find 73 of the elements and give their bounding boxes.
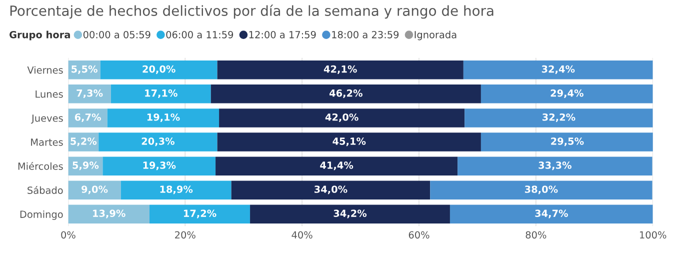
bar: [464, 108, 653, 128]
data-label: 41,4%: [320, 162, 354, 170]
data-label: 19,1%: [147, 113, 180, 122]
bar: [219, 108, 465, 128]
bar: [210, 84, 481, 104]
data-label: 34,2%: [334, 210, 367, 218]
data-label: 34,7%: [535, 210, 568, 218]
bar: [463, 60, 653, 80]
legend-label: Ignorada: [414, 30, 456, 40]
bar: [68, 108, 108, 128]
data-label: 34,0%: [314, 186, 348, 194]
data-label: 5,5%: [72, 65, 98, 74]
bar: [120, 180, 232, 200]
data-label: 18,9%: [160, 186, 193, 194]
data-label: 29,4%: [550, 89, 584, 98]
bar: [68, 204, 150, 224]
data-label: 5,2%: [70, 137, 97, 146]
data-label: 5,9%: [72, 162, 99, 170]
bar: [250, 204, 450, 224]
data-label: 13,9%: [93, 210, 126, 218]
bar: [458, 156, 652, 176]
x-tick-label: 60%: [408, 231, 430, 239]
data-label: 17,1%: [145, 89, 178, 98]
x-tick-label: 20%: [175, 231, 196, 239]
legend-label: 06:00 a 11:59: [166, 30, 234, 38]
data-label: 45,1%: [332, 137, 366, 146]
bar: [480, 84, 653, 104]
legend-title: Grupo hora: [10, 30, 70, 40]
y-tick-label: Jueves: [31, 114, 63, 124]
bar: [107, 108, 220, 128]
legend-label: 18:00 a 23:59: [332, 30, 399, 38]
y-tick-label: Viernes: [27, 66, 63, 74]
x-tick-label: 100%: [640, 231, 666, 239]
legend-label: 12:00 a 17:59: [249, 30, 316, 38]
data-label: 6,7%: [74, 113, 101, 122]
y-tick-label: Miércoles: [18, 162, 63, 170]
data-label: 33,3%: [538, 162, 572, 170]
data-label: 46,2%: [329, 89, 362, 98]
bar: [149, 204, 250, 224]
bar: [102, 156, 216, 176]
data-label: 19,3%: [143, 162, 176, 170]
data-label: 9,0%: [82, 186, 108, 194]
bar: [110, 84, 211, 104]
bar: [217, 132, 481, 152]
y-tick-label: Sábado: [28, 186, 63, 194]
bar: [430, 180, 652, 200]
data-label: 20,3%: [142, 137, 175, 146]
x-tick-label: 0%: [61, 231, 76, 239]
data-label: 20,0%: [142, 65, 176, 74]
bar: [480, 132, 653, 152]
data-label: 32,4%: [542, 65, 575, 74]
y-tick-label: Lunes: [36, 90, 63, 98]
data-label: 17,2%: [184, 210, 216, 218]
legend-label: 00:00 a 05:59: [83, 30, 150, 38]
data-label: 29,5%: [551, 137, 584, 146]
bar: [68, 180, 121, 200]
x-tick-label: 40%: [292, 231, 312, 239]
bar: [98, 132, 218, 152]
chart-title: Porcentaje de hechos delictivos por día de la semana y rango de hora: [10, 4, 494, 19]
y-tick-label: Domingo: [20, 210, 63, 220]
data-label: 42,1%: [324, 65, 357, 74]
bar: [100, 60, 218, 80]
bar: [217, 60, 464, 80]
bar: [68, 84, 111, 104]
y-tick-label: Martes: [31, 138, 63, 146]
data-label: 7,3%: [76, 89, 103, 98]
data-label: 42,0%: [325, 113, 358, 122]
bar: [450, 204, 653, 224]
data-label: 38,0%: [524, 186, 558, 194]
bar: [231, 180, 430, 200]
bar: [216, 156, 458, 176]
data-label: 32,2%: [542, 113, 576, 122]
x-tick-label: 80%: [526, 231, 546, 239]
